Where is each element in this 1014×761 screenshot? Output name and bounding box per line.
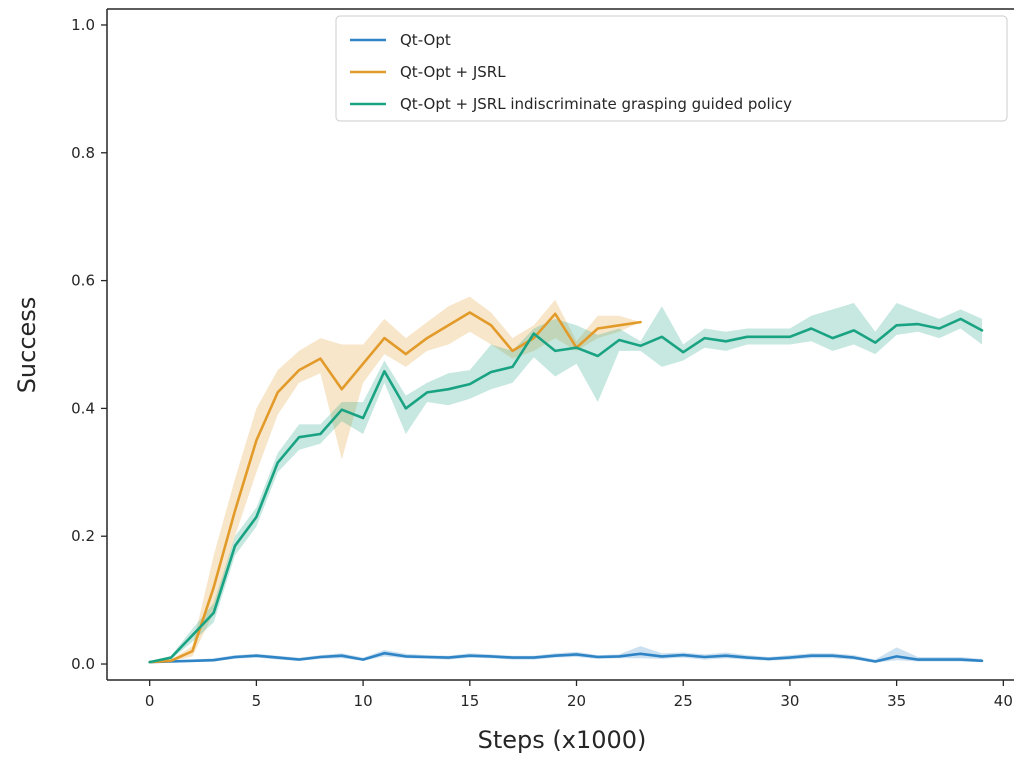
x-tick-label: 25	[674, 692, 693, 710]
legend-label-1: Qt-Opt + JSRL	[400, 63, 506, 81]
x-tick-label: 20	[567, 692, 586, 710]
x-tick-label: 5	[252, 692, 262, 710]
x-tick-label: 0	[145, 692, 155, 710]
series-lines	[148, 311, 984, 664]
x-axis-ticks: 0 5 10 15 20 25 30 35 40	[145, 680, 1013, 710]
x-tick-label: 15	[460, 692, 479, 710]
y-axis-title: Success	[13, 297, 41, 394]
y-tick-label: 0.6	[71, 272, 95, 290]
series-band-1	[149, 296, 641, 663]
x-tick-label: 30	[780, 692, 799, 710]
legend-label-2: Qt-Opt + JSRL indiscriminate grasping gu…	[400, 95, 792, 113]
legend-box	[335, 15, 1008, 122]
y-axis-ticks: 0.0 0.2 0.4 0.6 0.8 1.0	[71, 16, 107, 673]
y-tick-label: 0.2	[71, 527, 95, 545]
y-tick-label: 0.8	[71, 144, 95, 162]
series-line-1	[148, 311, 642, 664]
series-line-0	[148, 651, 984, 664]
legend: Qt-Opt Qt-Opt + JSRL Qt-Opt + JSRL indiscr…	[335, 15, 1008, 122]
x-tick-label: 10	[354, 692, 373, 710]
x-tick-label: 40	[994, 692, 1013, 710]
y-tick-label: 0.0	[71, 655, 95, 673]
y-tick-label: 0.4	[71, 399, 95, 417]
series-line-2	[148, 317, 984, 664]
legend-label-0: Qt-Opt	[400, 31, 451, 49]
x-axis-title: Steps (x1000)	[478, 726, 647, 754]
y-tick-label: 1.0	[71, 16, 95, 34]
x-tick-label: 35	[887, 692, 906, 710]
